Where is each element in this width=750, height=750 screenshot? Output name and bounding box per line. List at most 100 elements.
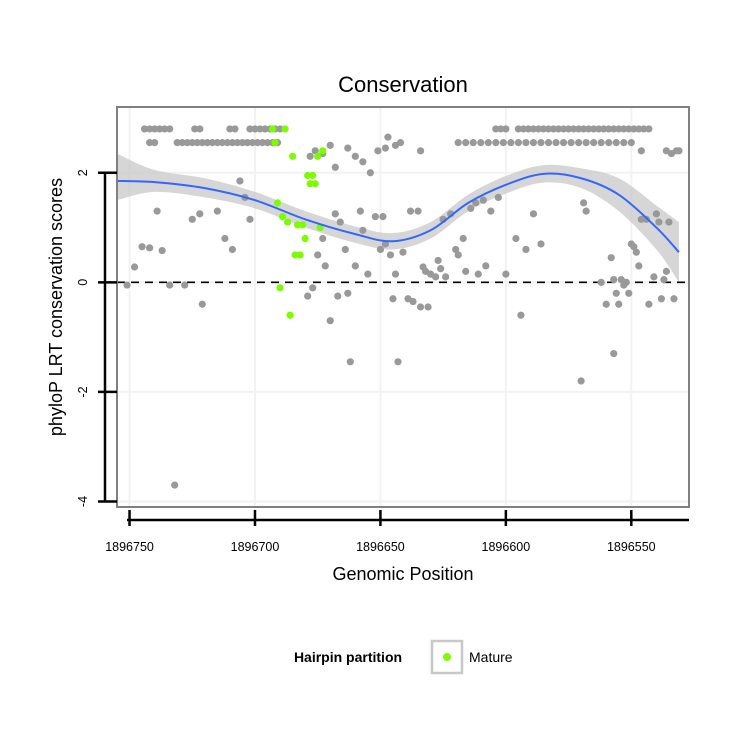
- point-other: [552, 139, 560, 147]
- point-other: [590, 139, 598, 147]
- point-other: [331, 163, 339, 171]
- point-other: [514, 139, 523, 147]
- point-mature: [276, 284, 284, 292]
- point-other: [319, 234, 327, 243]
- point-other: [346, 358, 354, 366]
- point-other: [517, 311, 525, 319]
- point-other: [183, 139, 191, 147]
- point-other: [251, 125, 259, 133]
- point-other: [615, 300, 623, 308]
- point-other: [238, 139, 247, 147]
- smooth-line: [116, 172, 680, 253]
- point-other: [462, 139, 470, 147]
- point-other: [156, 125, 164, 133]
- point-other: [657, 295, 666, 303]
- point-other: [140, 125, 149, 133]
- point-mature: [286, 311, 294, 319]
- point-other: [391, 270, 400, 278]
- point-other: [479, 196, 487, 204]
- y-axis-title: phyloP LRT conservation scores: [46, 178, 66, 436]
- point-other: [331, 210, 339, 218]
- point-other: [612, 289, 620, 297]
- point-other: [432, 273, 440, 281]
- chart-title: Conservation: [338, 72, 468, 97]
- point-other: [582, 139, 590, 147]
- point-other: [537, 139, 545, 147]
- point-other: [454, 139, 462, 147]
- point-other: [306, 152, 314, 160]
- point-other: [146, 244, 154, 252]
- point-other: [208, 139, 216, 147]
- point-other: [569, 125, 578, 133]
- point-other: [650, 273, 658, 281]
- point-other: [366, 169, 374, 177]
- point-other: [564, 125, 573, 133]
- point-mature: [291, 251, 299, 259]
- y-tick-label: -2: [76, 386, 90, 397]
- point-other: [635, 262, 643, 270]
- point-other: [221, 234, 229, 243]
- point-other: [615, 125, 623, 133]
- point-other: [321, 262, 329, 270]
- point-other: [554, 125, 563, 133]
- point-other: [625, 289, 633, 297]
- point-other: [178, 139, 186, 147]
- point-mature: [314, 152, 322, 160]
- point-other: [151, 139, 159, 147]
- point-other: [602, 300, 610, 308]
- point-other: [203, 139, 211, 147]
- point-other: [534, 125, 543, 133]
- point-other: [213, 139, 221, 147]
- point-other: [622, 278, 630, 286]
- y-tick-label: 2: [76, 169, 90, 176]
- point-other: [549, 125, 558, 133]
- point-other: [151, 125, 159, 133]
- point-other: [326, 141, 334, 149]
- point-other: [263, 139, 272, 147]
- point-mature: [278, 212, 287, 221]
- point-mature: [294, 221, 302, 229]
- point-other: [414, 207, 422, 215]
- point-other: [484, 139, 492, 147]
- point-mature: [319, 147, 327, 155]
- panel-border: [116, 106, 690, 508]
- point-other: [399, 248, 407, 256]
- y-tick-label: 0: [76, 279, 90, 286]
- point-other: [597, 139, 605, 147]
- point-other: [635, 125, 643, 133]
- point-other: [442, 273, 450, 281]
- point-other: [605, 139, 613, 147]
- point-other: [261, 125, 269, 133]
- point-other: [652, 210, 660, 218]
- point-other: [577, 377, 585, 385]
- point-other: [384, 133, 392, 141]
- point-other: [166, 281, 174, 289]
- point-other: [522, 139, 530, 147]
- x-tick-label: 1896700: [231, 540, 280, 554]
- point-other: [467, 204, 475, 212]
- point-other: [198, 300, 206, 308]
- point-other: [231, 125, 239, 133]
- point-other: [258, 139, 267, 147]
- y-tick-label: -4: [76, 496, 90, 507]
- point-other: [662, 267, 671, 275]
- point-other: [607, 254, 615, 262]
- point-other: [559, 125, 568, 133]
- point-other: [253, 139, 262, 147]
- point-other: [580, 199, 588, 207]
- point-other: [341, 245, 349, 254]
- point-other: [492, 125, 500, 133]
- point-other: [667, 149, 676, 158]
- point-other: [243, 139, 252, 147]
- point-other: [196, 210, 204, 218]
- point-other: [381, 240, 390, 248]
- point-other: [123, 281, 131, 289]
- point-other: [218, 139, 226, 147]
- point-other: [502, 125, 510, 133]
- legend-mature-marker: [443, 653, 451, 661]
- point-other: [675, 147, 683, 155]
- point-other: [660, 276, 668, 284]
- point-other: [670, 295, 678, 303]
- point-other: [582, 207, 590, 215]
